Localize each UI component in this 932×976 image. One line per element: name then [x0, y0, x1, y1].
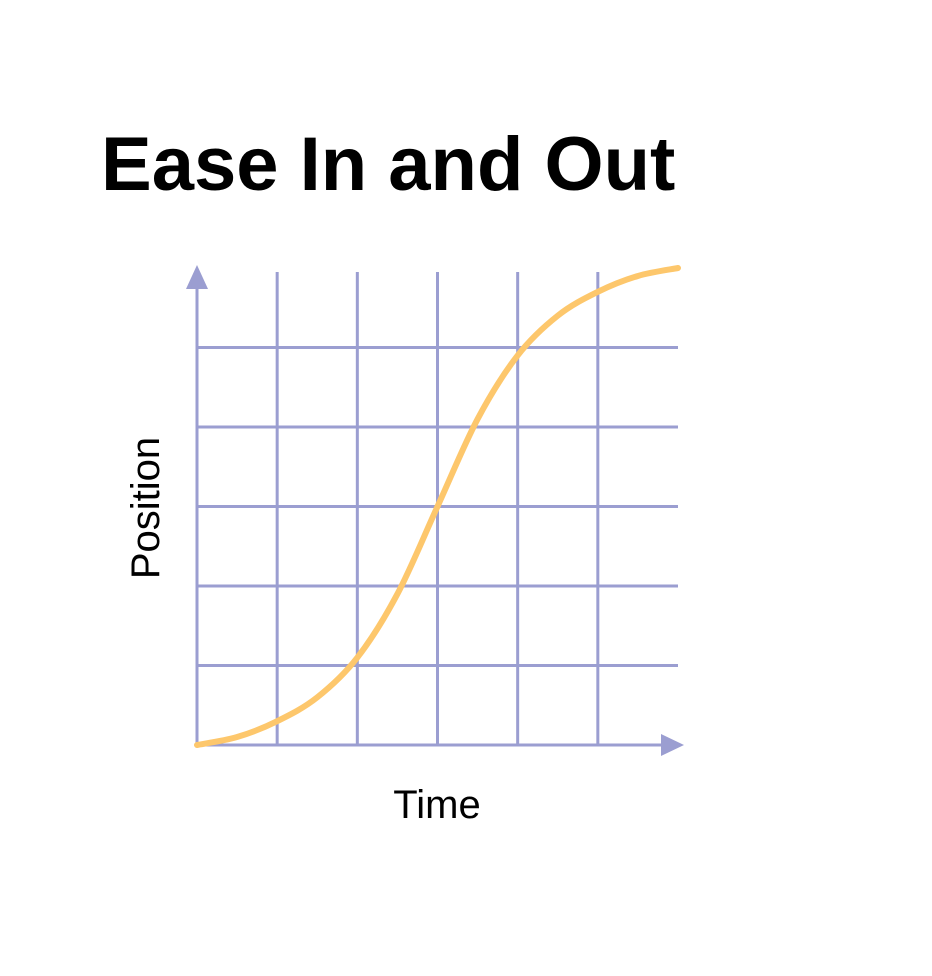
chart-title: Ease In and Out [101, 122, 675, 207]
y-axis-label: Position [124, 437, 168, 579]
ease-curve [194, 265, 681, 748]
axes [186, 265, 684, 756]
y-axis-arrow [186, 265, 208, 289]
x-axis-arrow [661, 734, 684, 756]
grid [197, 272, 678, 745]
x-axis-label: Time [393, 783, 480, 827]
curve-layer [194, 265, 681, 748]
